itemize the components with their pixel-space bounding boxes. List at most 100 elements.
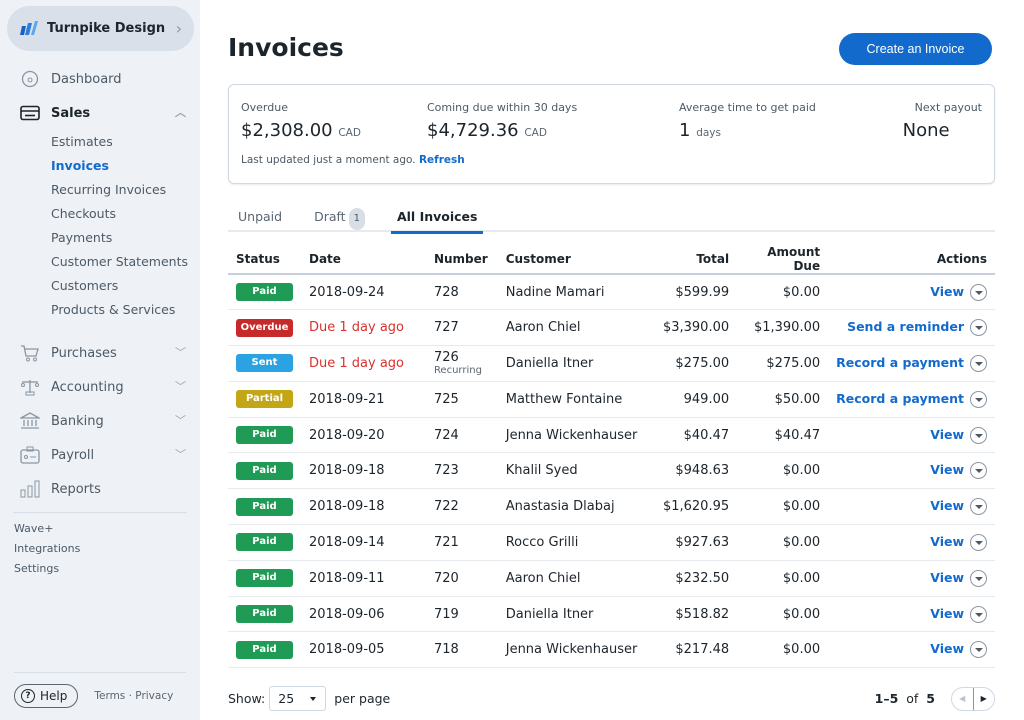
table-row[interactable]: Paid 2018-09-11 720 Aaron Chiel $232.50 $0.00… [228,560,995,597]
row-action-link[interactable]: View [930,462,964,478]
amount-due: $0.00 [737,452,829,490]
nav-payments[interactable]: Payments [51,230,113,245]
table-row[interactable]: Paid 2018-09-14 721 Rocco Grilli $927.63 $0.0… [228,524,995,561]
invoice-date: 2018-09-18 [301,488,426,526]
stat-value: None [902,120,950,141]
more-actions-dropdown-icon[interactable] [970,462,987,480]
last-updated-text: Last updated just a moment ago. [241,154,416,166]
status-badge: Sent [236,354,293,373]
tab-all-invoices[interactable]: All Invoices [391,206,483,234]
nav-label: Payroll [51,447,95,463]
row-action-link[interactable]: View [930,426,964,442]
nav-integrations[interactable]: Integrations [14,542,81,555]
amount-due: $1,390.00 [737,309,829,347]
more-actions-dropdown-icon[interactable] [970,569,987,587]
help-button[interactable]: ? Help [14,684,79,708]
nav-wave-plus[interactable]: Wave+ [14,522,54,535]
stat-unit: CAD [338,127,361,139]
nav-settings[interactable]: Settings [14,562,60,575]
invoice-number: 721 [425,524,498,561]
nav-invoices[interactable]: Invoices [51,158,109,173]
invoice-total: $599.99 [646,274,738,311]
nav-accounting[interactable]: Accounting ﹀ [0,370,200,404]
col-status[interactable]: Status [228,245,301,275]
nav-products-services[interactable]: Products & Services [51,302,176,317]
business-switcher[interactable]: Turnpike Design › [7,6,194,51]
invoice-total: $275.00 [646,345,738,382]
table-row[interactable]: Paid 2018-09-18 722 Anastasia Dlabaj $1,620.… [228,488,995,526]
summary-card: Overdue $2,308.00 CAD Coming due within 3… [228,84,995,184]
nav-customers[interactable]: Customers [51,278,119,293]
col-number[interactable]: Number [425,245,498,275]
more-actions-dropdown-icon[interactable] [970,641,987,659]
table-row[interactable]: Paid 2018-09-05 718 Jenna Wickenhauser $217.… [228,631,995,669]
total-pages: 5 [926,691,935,706]
table-row[interactable]: Paid 2018-09-24 728 Nadine Mamari $599.99 $0.… [228,274,995,311]
more-actions-dropdown-icon[interactable] [970,390,987,408]
draft-count-badge: 1 [348,208,365,230]
table-row[interactable]: Sent Due 1 day ago 726 Recurring Daniella It… [228,345,995,382]
nav-sales[interactable]: Sales ︿ [0,96,200,130]
tab-draft[interactable]: Draft 1 [314,206,365,232]
col-customer[interactable]: Customer [497,245,647,275]
status-badge: Overdue [236,318,293,337]
per-page-select[interactable]: 25 [269,686,327,711]
invoice-date: 2018-09-18 [301,452,426,490]
per-page-label: per page [334,691,391,706]
invoice-date: 2018-09-11 [301,560,426,597]
invoice-date: 2018-09-21 [301,381,426,418]
row-action-link[interactable]: View [930,605,964,621]
row-action-link[interactable]: Send a reminder [847,319,964,335]
row-action-link[interactable]: View [930,283,964,299]
row-action-link[interactable]: Record a payment [836,390,964,406]
create-invoice-button[interactable]: Create an Invoice [839,33,992,65]
refresh-link[interactable]: Refresh [418,154,465,166]
tab-unpaid[interactable]: Unpaid [238,206,282,232]
table-row[interactable]: Partial 2018-09-21 725 Matthew Fontaine 949.… [228,381,995,418]
col-date[interactable]: Date [301,245,426,275]
table-row[interactable]: Paid 2018-09-18 723 Khalil Syed $948.63 $0.00… [228,452,995,490]
invoice-tabs: Unpaid Draft 1 All Invoices [228,206,995,234]
row-action-link[interactable]: View [930,569,964,585]
amount-due: $0.00 [737,524,829,561]
nav-payroll[interactable]: Payroll ﹀ [0,438,200,472]
nav-reports[interactable]: Reports [0,472,200,506]
stat-label: Average time to get paid [679,101,816,114]
terms-privacy-link[interactable]: Terms · Privacy [94,690,174,702]
more-actions-dropdown-icon[interactable] [970,426,987,444]
prev-page-button[interactable]: ◀ [952,687,974,710]
col-total[interactable]: Total [646,245,738,275]
nav-purchases[interactable]: Purchases ﹀ [0,336,200,370]
nav-estimates[interactable]: Estimates [51,134,113,149]
page-nav: ◀ ▶ [951,686,995,711]
table-row[interactable]: Overdue Due 1 day ago 727 Aaron Chiel $3,390… [228,309,995,347]
more-actions-dropdown-icon[interactable] [970,605,987,623]
stat-label: Overdue [241,101,288,114]
more-actions-dropdown-icon[interactable] [970,533,987,551]
dashboard-icon [20,69,40,89]
amount-due: $40.47 [737,417,829,454]
number-value: 720 [433,570,459,586]
row-action-link[interactable]: View [930,498,964,514]
next-page-button[interactable]: ▶ [980,694,987,703]
row-action-link[interactable]: View [930,533,964,549]
table-row[interactable]: Paid 2018-09-20 724 Jenna Wickenhauser $40.4… [228,417,995,454]
invoice-date: Due 1 day ago [301,309,426,347]
nav-dashboard[interactable]: Dashboard [0,62,200,96]
more-actions-dropdown-icon[interactable] [970,498,987,516]
nav-banking[interactable]: Banking ﹀ [0,404,200,438]
amount-due: $50.00 [737,381,829,418]
nav-customer-statements[interactable]: Customer Statements [51,254,188,269]
nav-checkouts[interactable]: Checkouts [51,206,116,221]
col-amount-due[interactable]: Amount Due [737,245,829,275]
status-badge: Paid [236,497,293,516]
more-actions-dropdown-icon[interactable] [970,354,987,372]
more-actions-dropdown-icon[interactable] [970,283,987,301]
row-action-link[interactable]: View [930,641,964,657]
nav-recurring-invoices[interactable]: Recurring Invoices [51,182,167,197]
table-row[interactable]: Paid 2018-09-06 719 Daniella Itner $518.82 $0… [228,596,995,633]
more-actions-dropdown-icon[interactable] [970,319,987,337]
nav-label: Dashboard [51,71,122,87]
row-action-link[interactable]: Record a payment [836,354,964,370]
chevron-down-icon: ﹀ [175,346,186,359]
